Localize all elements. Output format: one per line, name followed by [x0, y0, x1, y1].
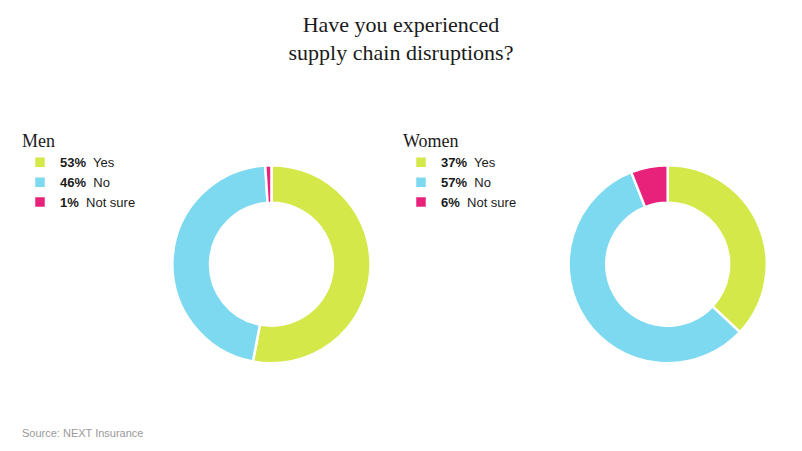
svg-text:1% Not sure: 1% Not sure [60, 195, 135, 210]
svg-text:Women: Women [403, 131, 459, 151]
svg-text:53% Yes: 53% Yes [60, 155, 115, 170]
svg-text:Source: NEXT Insurance: Source: NEXT Insurance [22, 427, 143, 439]
svg-text:46% No: 46% No [60, 175, 110, 190]
svg-text:6% Not sure: 6% Not sure [441, 195, 516, 210]
svg-text:Have you experiencedsupply cha: Have you experiencedsupply chain disrupt… [289, 12, 514, 66]
svg-text:Men: Men [22, 131, 55, 151]
svg-text:37% Yes: 37% Yes [441, 155, 496, 170]
svg-text:57% No: 57% No [441, 175, 491, 190]
